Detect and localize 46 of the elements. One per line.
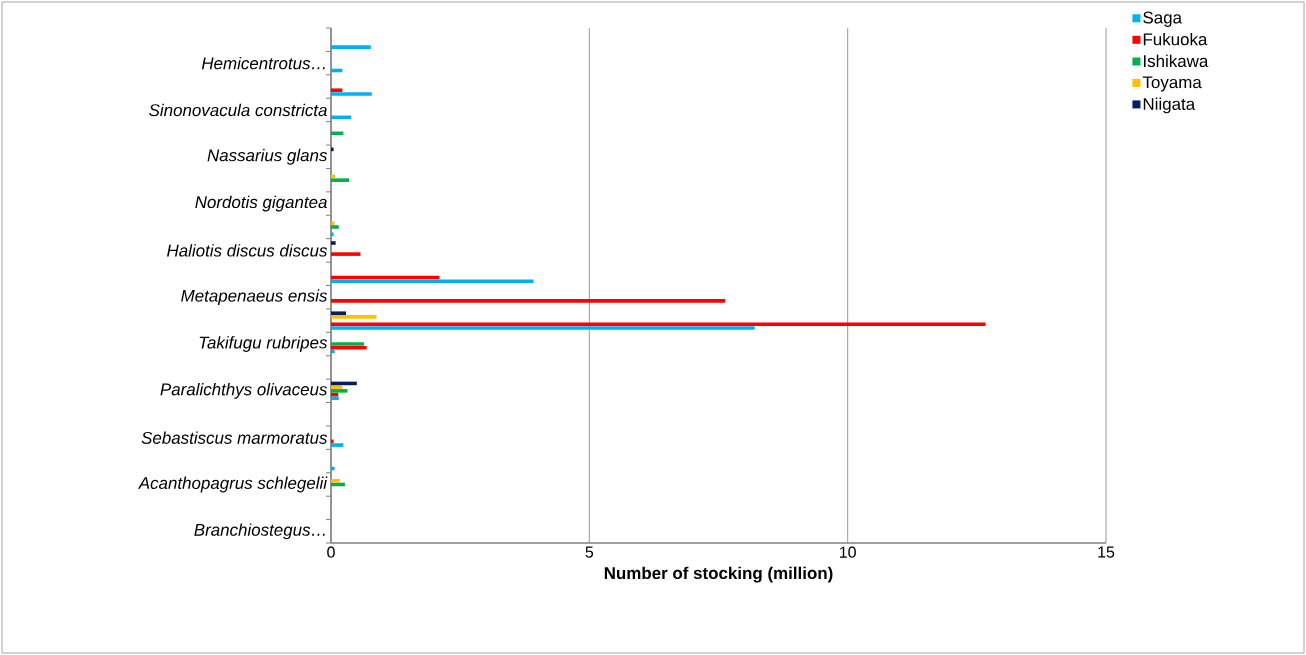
y-tick-label: Hemicentrotus… — [201, 56, 325, 70]
bar — [331, 389, 348, 393]
x-tick-label: 15 — [1098, 546, 1115, 558]
y-tick-label: Nassarius glans — [207, 148, 328, 165]
bar — [331, 221, 335, 226]
y-tick-label: Sinonovacula constricta — [149, 103, 327, 117]
y-tick-label: Takifugu rubripes — [199, 336, 328, 352]
legend-label: Ishikawa — [1144, 54, 1209, 68]
bar — [331, 326, 755, 330]
bar — [331, 232, 334, 237]
bar — [331, 45, 371, 49]
bar — [331, 225, 339, 229]
bar — [331, 88, 343, 93]
bar — [331, 345, 367, 350]
bar — [331, 279, 534, 283]
x-tick-label: 10 — [840, 546, 856, 558]
bar — [331, 342, 365, 346]
bar — [331, 439, 334, 444]
bar — [331, 396, 339, 401]
legend-label: Niigata — [1143, 97, 1196, 114]
bar — [331, 252, 361, 256]
legend-label: Toyama — [1142, 76, 1202, 92]
bar — [331, 466, 335, 471]
legend-label: Fukuoka — [1143, 32, 1208, 46]
bar — [331, 478, 340, 483]
bar — [331, 178, 350, 182]
x-tick-label: 0 — [327, 546, 335, 558]
x-axis-title: Number of stocking (million) — [604, 566, 833, 583]
bar — [331, 299, 726, 303]
bar — [331, 315, 377, 319]
y-tick-label: Metapenaeus ensis — [181, 289, 328, 306]
y-tick-label: Branchiostegus… — [194, 523, 325, 540]
bar — [331, 92, 372, 96]
y-tick-label: Paralichthys olivaceus — [160, 382, 328, 399]
y-tick-label: Haliotis discus discus — [167, 244, 328, 257]
x-tick-label: 5 — [585, 546, 594, 558]
legend-label: Saga — [1143, 11, 1182, 27]
bar — [331, 147, 334, 152]
y-tick-label: Nordotis gigantea — [195, 195, 327, 212]
y-tick-label: Acanthopagrus schlegelii — [137, 476, 328, 493]
y-tick-label: Sebastiscus marmoratus — [141, 431, 328, 444]
bar — [331, 385, 343, 389]
bar — [331, 311, 346, 316]
bar — [331, 443, 344, 447]
bar — [331, 349, 335, 354]
bar — [331, 241, 336, 245]
